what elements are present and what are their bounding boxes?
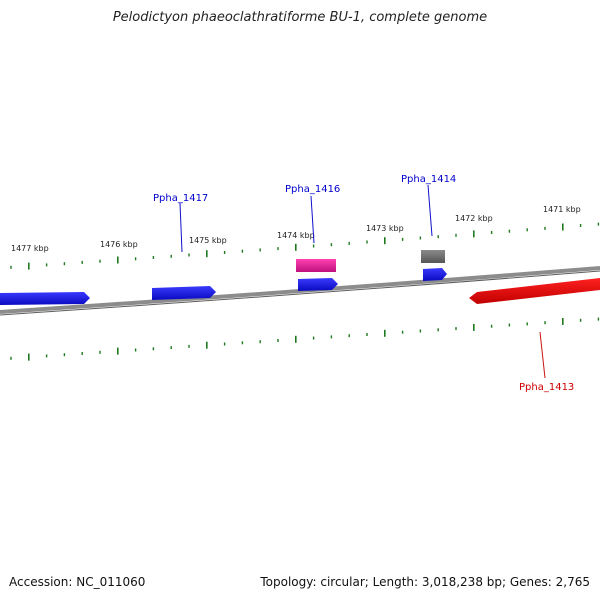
ruler-label-1475: 1475 kbp — [189, 236, 227, 245]
backbone-arc-shadow — [0, 270, 600, 316]
accession-text: Accession: NC_011060 — [9, 575, 146, 589]
gene-arrow[interactable] — [0, 292, 90, 305]
gene-arrow-ppha-1416[interactable] — [298, 278, 338, 291]
gene-arrow-ppha-1414[interactable] — [423, 268, 447, 281]
genome-summary-text: Topology: circular; Length: 3,018,238 bp… — [260, 575, 590, 589]
ruler-label-1474: 1474 kbp — [277, 231, 315, 240]
label-line-ppha-1414 — [427, 184, 433, 237]
ruler-label-1476: 1476 kbp — [100, 240, 138, 249]
ruler-label-1471: 1471 kbp — [543, 205, 581, 214]
ruler-label-1472: 1472 kbp — [455, 214, 493, 223]
gene-arrow-ppha-1413[interactable] — [469, 278, 600, 304]
tick-row-upper — [10, 222, 600, 270]
backbone-arc — [0, 266, 600, 314]
gene-block-pink[interactable] — [296, 259, 336, 272]
label-line-ppha-1413 — [539, 331, 546, 379]
gene-arrow-ppha-1417[interactable] — [152, 286, 216, 300]
label-line-ppha-1416 — [310, 195, 315, 244]
gene-label-ppha-1417: Ppha_1417 — [153, 193, 208, 204]
gene-label-ppha-1416: Ppha_1416 — [285, 184, 340, 195]
gene-block-gray[interactable] — [421, 250, 445, 263]
gene-label-ppha-1413: Ppha_1413 — [519, 382, 574, 393]
label-line-ppha-1417 — [179, 202, 183, 253]
ruler-label-1473: 1473 kbp — [366, 224, 404, 233]
genome-title: Pelodictyon phaeoclathratiforme BU-1, co… — [112, 10, 488, 25]
ruler-label-1477: 1477 kbp — [11, 244, 49, 253]
tick-row-lower — [10, 317, 600, 361]
gene-label-ppha-1414: Ppha_1414 — [401, 174, 456, 185]
